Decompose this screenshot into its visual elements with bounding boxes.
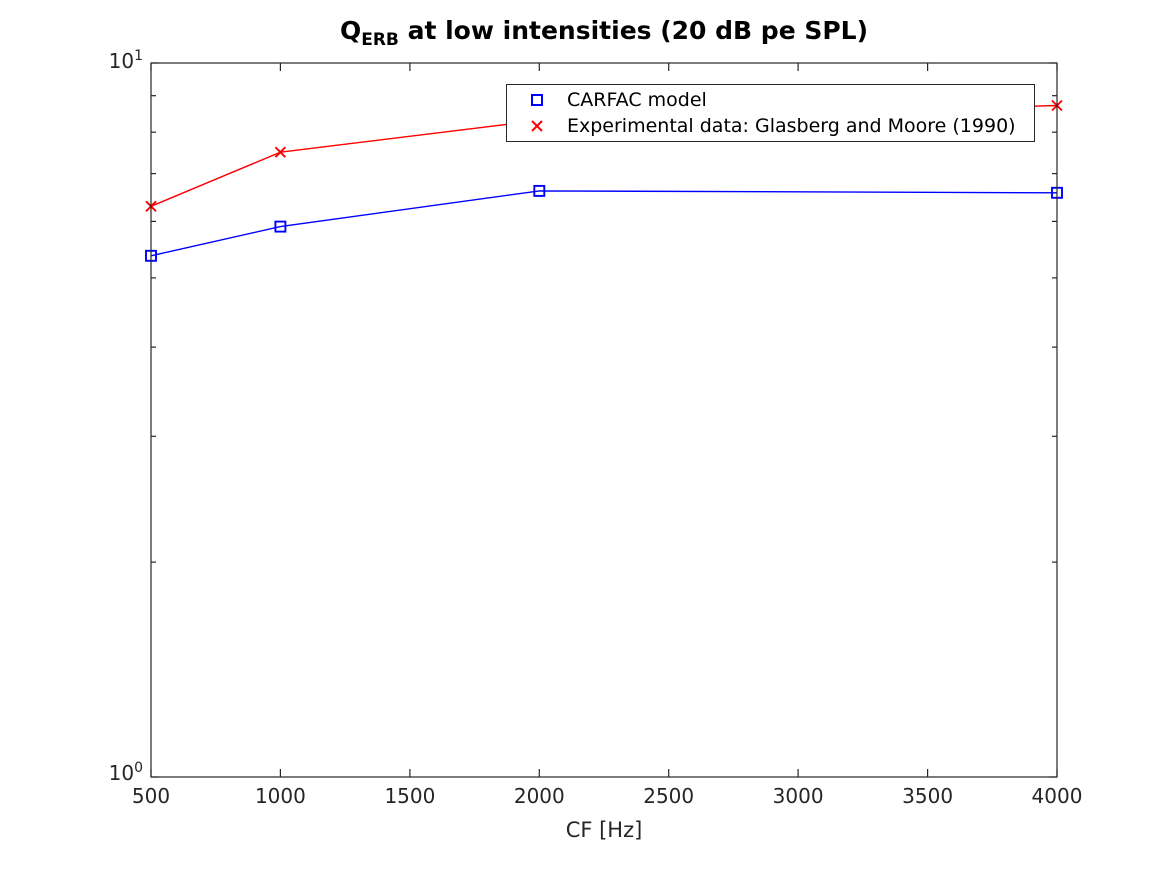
x-axis-tick-label: 3000 xyxy=(772,784,824,808)
legend-item-carfac: CARFAC model xyxy=(507,87,1034,113)
x-axis-tick-label: 2000 xyxy=(513,784,565,808)
legend-x-marker-icon xyxy=(507,118,567,134)
y-tick-base: 10 xyxy=(108,761,135,785)
y-tick-exponent: 0 xyxy=(134,760,143,776)
chart-title-main: Q xyxy=(339,16,362,45)
legend-label: CARFAC model xyxy=(567,89,707,111)
x-axis-tick-label: 1500 xyxy=(384,784,436,808)
x-axis-tick-label: 1000 xyxy=(254,784,306,808)
x-axis-tick-label: 3500 xyxy=(902,784,954,808)
legend-square-marker-icon xyxy=(507,92,567,108)
y-axis-tick-label-10e0: 100 xyxy=(83,760,143,785)
x-axis-tick-label: 2500 xyxy=(643,784,695,808)
y-axis-tick-label-10e1: 101 xyxy=(83,48,143,73)
chart-title: QERB at low intensities (20 dB pe SPL) xyxy=(151,16,1057,50)
x-axis-label: CF [Hz] xyxy=(565,818,643,842)
legend-item-experimental: Experimental data: Glasberg and Moore (1… xyxy=(507,113,1034,139)
y-tick-base: 10 xyxy=(108,49,135,73)
legend-label: Experimental data: Glasberg and Moore (1… xyxy=(567,115,1016,137)
legend-box: CARFAC model Experimental data: Glasberg… xyxy=(506,84,1035,142)
chart-title-rest: at low intensities (20 dB pe SPL) xyxy=(398,16,869,45)
chart-title-subscript: ERB xyxy=(361,30,399,50)
x-axis-tick-label: 4000 xyxy=(1031,784,1083,808)
x-axis-tick-label: 500 xyxy=(131,784,171,808)
y-tick-exponent: 1 xyxy=(134,48,143,64)
